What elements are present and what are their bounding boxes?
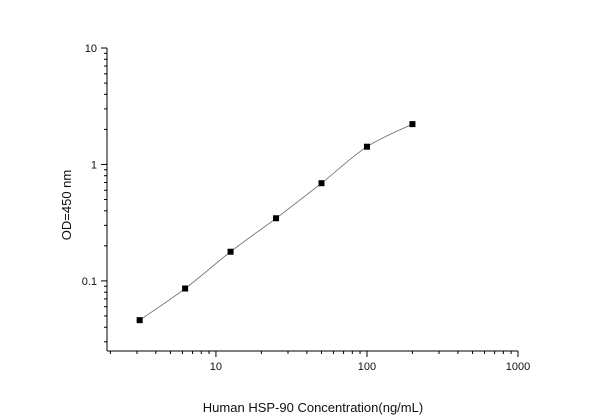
data-point [227,248,234,255]
data-points [136,121,416,324]
fitted-curve-line [139,123,413,321]
y-tick-label: 10 [85,43,97,55]
data-point [182,285,189,292]
axes [101,47,519,357]
y-tick-label: 0.1 [82,276,97,288]
tick-labels: 0.1 1 10 10 100 1000 [82,43,531,373]
data-point [409,121,416,128]
x-tick-label: 1000 [506,361,530,373]
data-point [136,317,143,324]
y-tick-label: 1 [91,159,97,171]
x-axis-title: Human HSP-90 Concentration(ng/mL) [203,400,423,415]
fitted-curve [139,123,413,321]
data-point [273,215,280,222]
x-tick-label: 100 [358,361,376,373]
data-point [363,143,370,150]
x-tick-label: 10 [210,361,222,373]
data-point [318,180,325,187]
y-axis-title: OD=450 nm [59,170,74,240]
